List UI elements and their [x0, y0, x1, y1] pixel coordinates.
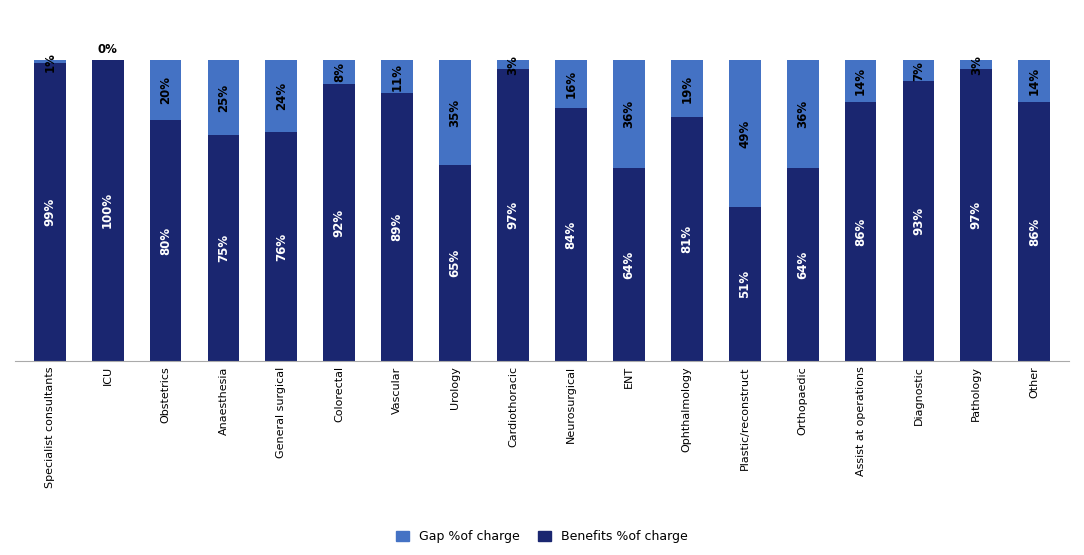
Legend: Gap %of charge, Benefits %of charge: Gap %of charge, Benefits %of charge — [391, 525, 693, 548]
Text: 65%: 65% — [449, 249, 462, 277]
Bar — [787, 60, 818, 168]
Text: 64%: 64% — [796, 250, 809, 279]
Text: 36%: 36% — [796, 100, 809, 128]
Text: 3%: 3% — [970, 55, 983, 74]
Bar — [1018, 102, 1050, 361]
Text: 76%: 76% — [275, 233, 288, 260]
Bar — [34, 60, 66, 63]
Bar — [439, 60, 472, 165]
Bar — [787, 168, 818, 361]
Text: 49%: 49% — [738, 120, 751, 148]
Text: 20%: 20% — [159, 76, 172, 104]
Bar — [207, 60, 240, 135]
Bar — [498, 60, 529, 69]
Bar — [612, 168, 645, 361]
Bar — [92, 60, 124, 361]
Text: 92%: 92% — [333, 208, 346, 236]
Bar — [34, 63, 66, 361]
Bar — [555, 108, 586, 361]
Text: 89%: 89% — [390, 213, 403, 241]
Bar — [844, 60, 877, 102]
Text: 75%: 75% — [217, 234, 230, 262]
Text: 14%: 14% — [854, 67, 867, 95]
Bar — [728, 60, 761, 208]
Bar — [207, 135, 240, 361]
Text: 81%: 81% — [681, 225, 694, 253]
Text: 24%: 24% — [275, 82, 288, 110]
Bar — [555, 60, 586, 108]
Bar — [150, 60, 181, 120]
Text: 97%: 97% — [506, 201, 519, 229]
Bar — [150, 120, 181, 361]
Bar — [844, 102, 877, 361]
Bar — [960, 60, 992, 69]
Text: 19%: 19% — [681, 74, 694, 103]
Text: 0%: 0% — [98, 43, 117, 56]
Bar — [382, 60, 413, 93]
Bar — [266, 132, 297, 361]
Bar — [612, 60, 645, 168]
Bar — [903, 81, 934, 361]
Bar — [439, 165, 472, 361]
Text: 16%: 16% — [565, 70, 578, 98]
Bar — [728, 208, 761, 361]
Text: 7%: 7% — [912, 60, 925, 80]
Text: 86%: 86% — [1028, 218, 1041, 246]
Text: 11%: 11% — [390, 63, 403, 90]
Text: 100%: 100% — [101, 193, 114, 229]
Bar — [671, 117, 702, 361]
Bar — [671, 60, 702, 117]
Text: 99%: 99% — [43, 198, 56, 226]
Text: 84%: 84% — [565, 220, 578, 249]
Text: 80%: 80% — [159, 226, 172, 255]
Text: 35%: 35% — [449, 99, 462, 127]
Bar — [266, 60, 297, 132]
Text: 3%: 3% — [506, 55, 519, 74]
Bar — [382, 93, 413, 361]
Text: 64%: 64% — [622, 250, 635, 279]
Text: 51%: 51% — [738, 270, 751, 298]
Text: 1%: 1% — [43, 52, 56, 72]
Bar — [960, 69, 992, 361]
Bar — [323, 84, 356, 361]
Text: 8%: 8% — [333, 62, 346, 82]
Text: 93%: 93% — [912, 207, 925, 235]
Bar — [498, 69, 529, 361]
Text: 97%: 97% — [970, 201, 983, 229]
Text: 36%: 36% — [622, 100, 635, 128]
Text: 14%: 14% — [1028, 67, 1041, 95]
Bar — [323, 60, 356, 84]
Bar — [903, 60, 934, 81]
Bar — [1018, 60, 1050, 102]
Text: 86%: 86% — [854, 218, 867, 246]
Text: 25%: 25% — [217, 84, 230, 112]
